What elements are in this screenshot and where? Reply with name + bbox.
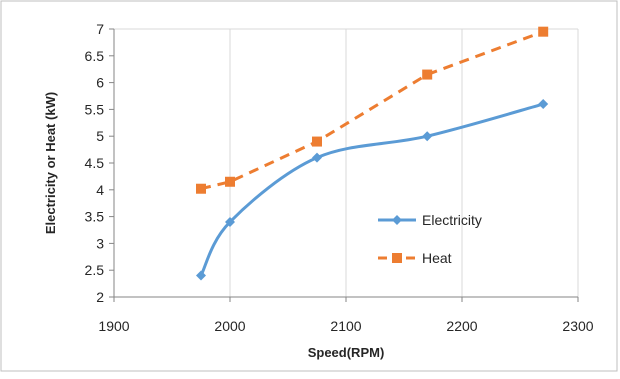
y-tick-label: 5.5 [85,101,105,117]
legend-marker-electricity [392,215,402,225]
series-layer [196,26,549,281]
series-line-electricity [199,102,544,277]
legend: Electricity Heat [378,212,482,266]
x-tick-label: 1900 [98,318,129,334]
y-tick-label: 2.5 [85,262,105,278]
series-heat [196,26,549,194]
legend-entry-heat: Heat [378,250,452,266]
data-point-heat [196,183,206,194]
data-point-electricity [422,131,433,142]
x-tick-label: 2100 [330,318,361,334]
legend-entry-electricity: Electricity [378,212,482,228]
y-tick-label: 6.5 [85,48,105,64]
x-tick-label: 2300 [562,318,593,334]
data-point-electricity [225,216,235,227]
data-point-heat [312,136,322,147]
y-tick-label: 7 [96,21,104,37]
data-point-electricity [312,152,322,163]
x-axis-label: Speed(RPM) [308,345,385,360]
data-point-electricity [538,99,549,110]
y-tick-label: 3.5 [85,209,105,225]
y-tick-label: 3 [96,235,104,251]
series-electricity [196,99,549,281]
legend-marker-heat [392,253,402,263]
data-point-heat [422,69,433,80]
legend-label: Electricity [422,212,482,228]
y-tick-label: 4 [96,182,104,198]
x-tick-label: 2000 [214,318,245,334]
data-point-electricity [196,270,206,281]
legend-label: Heat [422,250,452,266]
axes: 2 2.5 3 3.5 4 4.5 5 5.5 6 6.5 7 1900 2000 2100 2200 230… [85,21,594,334]
y-tick-label: 2 [96,289,104,305]
y-tick-label: 4.5 [85,155,105,171]
y-axis-label: Electricity or Heat (kW) [43,92,58,234]
x-tick-label: 2200 [446,318,477,334]
grid [229,29,463,297]
y-tick-label: 6 [96,75,104,91]
y-tick-label: 5 [96,128,104,144]
data-point-heat [538,26,549,37]
chart-border [0,0,618,372]
data-point-heat [225,176,235,187]
